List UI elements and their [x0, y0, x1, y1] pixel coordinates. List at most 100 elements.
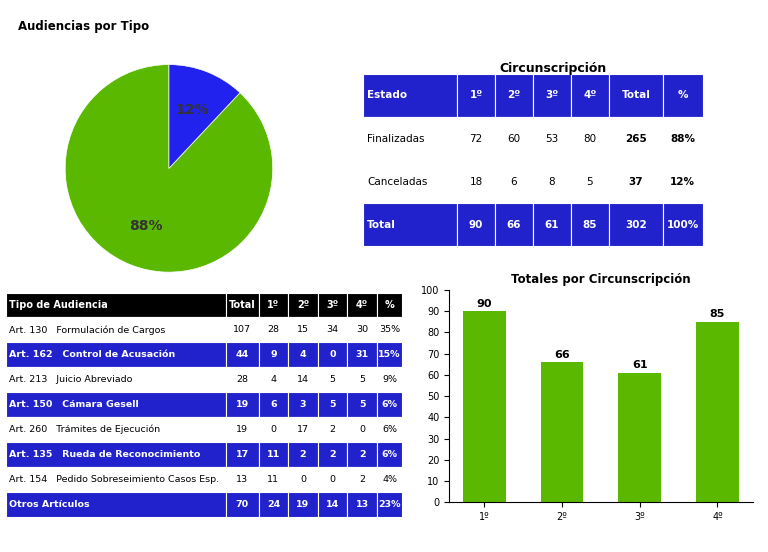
Text: 3º: 3º: [545, 91, 558, 100]
Text: 6: 6: [270, 400, 276, 409]
Text: 6%: 6%: [382, 400, 398, 409]
Text: 60: 60: [508, 134, 521, 144]
Bar: [533, 117, 571, 160]
Bar: [571, 160, 609, 203]
Text: 5: 5: [359, 375, 365, 384]
Bar: [609, 203, 663, 246]
Legend: Finalizadas, Canceladas: Finalizadas, Canceladas: [24, 295, 213, 314]
Bar: [347, 417, 377, 442]
Text: Art. 154   Pedido Sobreseimiento Casos Esp.: Art. 154 Pedido Sobreseimiento Casos Esp…: [9, 475, 220, 484]
Text: 17: 17: [297, 425, 309, 434]
Text: 30: 30: [356, 326, 368, 335]
Text: 23%: 23%: [379, 500, 401, 509]
Text: 80: 80: [584, 134, 597, 144]
Text: 2: 2: [359, 450, 366, 459]
Text: 11: 11: [266, 450, 280, 459]
Bar: [495, 74, 533, 117]
Bar: [495, 160, 533, 203]
Bar: [318, 417, 347, 442]
Text: Finalizadas: Finalizadas: [367, 134, 425, 144]
Wedge shape: [169, 65, 240, 168]
Bar: [377, 467, 402, 492]
Text: 302: 302: [625, 220, 647, 230]
Text: 107: 107: [233, 326, 251, 335]
Text: 2: 2: [329, 450, 336, 459]
Bar: [457, 203, 495, 246]
Text: Art. 162   Control de Acusación: Art. 162 Control de Acusación: [9, 351, 175, 359]
Text: Agosto de 2017: Agosto de 2017: [684, 41, 760, 51]
Bar: [347, 293, 377, 317]
Bar: [347, 392, 377, 417]
Title: Totales por Circunscripción: Totales por Circunscripción: [511, 273, 690, 286]
Text: 18: 18: [469, 177, 483, 187]
Text: Total: Total: [621, 91, 650, 100]
Text: Canceladas: Canceladas: [367, 177, 428, 187]
Bar: [377, 392, 402, 417]
Text: %: %: [385, 300, 395, 310]
Bar: [377, 317, 402, 342]
Text: 19: 19: [296, 500, 310, 509]
Text: 72: 72: [469, 134, 483, 144]
Bar: [6, 417, 226, 442]
Bar: [226, 293, 259, 317]
Bar: [347, 442, 377, 467]
Text: 4: 4: [300, 351, 306, 359]
Text: 0: 0: [359, 425, 365, 434]
Text: 28: 28: [267, 326, 280, 335]
Bar: [259, 293, 288, 317]
Text: 90: 90: [469, 220, 483, 230]
Text: 12%: 12%: [175, 103, 209, 118]
Bar: [288, 342, 318, 367]
Text: Art. 150   Cámara Gesell: Art. 150 Cámara Gesell: [9, 400, 139, 409]
Text: 1º: 1º: [469, 91, 483, 100]
Bar: [541, 362, 584, 502]
Text: 4%: 4%: [382, 475, 397, 484]
Text: 100%: 100%: [667, 220, 699, 230]
Bar: [618, 373, 661, 502]
Bar: [377, 367, 402, 392]
Text: Audiencias por Tipo: Audiencias por Tipo: [18, 20, 150, 33]
Text: Otros Artículos: Otros Artículos: [9, 500, 90, 509]
Bar: [571, 74, 609, 117]
Bar: [226, 367, 259, 392]
Bar: [259, 467, 288, 492]
Bar: [609, 160, 663, 203]
Text: 53: 53: [545, 134, 558, 144]
Bar: [259, 367, 288, 392]
Bar: [6, 342, 226, 367]
Bar: [377, 417, 402, 442]
Bar: [318, 317, 347, 342]
Bar: [6, 442, 226, 467]
Bar: [226, 467, 259, 492]
Bar: [533, 74, 571, 117]
Text: 90: 90: [477, 299, 492, 309]
Bar: [609, 74, 663, 117]
Text: 2: 2: [329, 425, 336, 434]
Bar: [533, 203, 571, 246]
Text: Art. 213   Juicio Abreviado: Art. 213 Juicio Abreviado: [9, 375, 133, 384]
Bar: [463, 311, 506, 502]
Bar: [347, 342, 377, 367]
Bar: [259, 317, 288, 342]
Text: Estadisticas de Audiencias Ley Nº 5020: Estadisticas de Audiencias Ley Nº 5020: [15, 18, 341, 33]
Bar: [259, 442, 288, 467]
Text: 88%: 88%: [670, 134, 695, 144]
Text: 37: 37: [628, 177, 643, 187]
Text: Superior Tribunal de Justicia de Rio Negro: Superior Tribunal de Justicia de Rio Neg…: [445, 10, 760, 23]
Bar: [609, 117, 663, 160]
Text: 66: 66: [507, 220, 521, 230]
Bar: [288, 417, 318, 442]
Bar: [663, 160, 703, 203]
Bar: [6, 467, 226, 492]
Text: Tipo de Audiencia: Tipo de Audiencia: [9, 300, 108, 310]
Bar: [288, 392, 318, 417]
Wedge shape: [65, 65, 273, 272]
Text: 13: 13: [356, 500, 369, 509]
Bar: [288, 442, 318, 467]
Text: 19: 19: [236, 400, 249, 409]
Text: 17: 17: [236, 450, 249, 459]
Text: 3: 3: [300, 400, 306, 409]
Bar: [226, 492, 259, 517]
Text: 12%: 12%: [670, 177, 695, 187]
Bar: [571, 203, 609, 246]
